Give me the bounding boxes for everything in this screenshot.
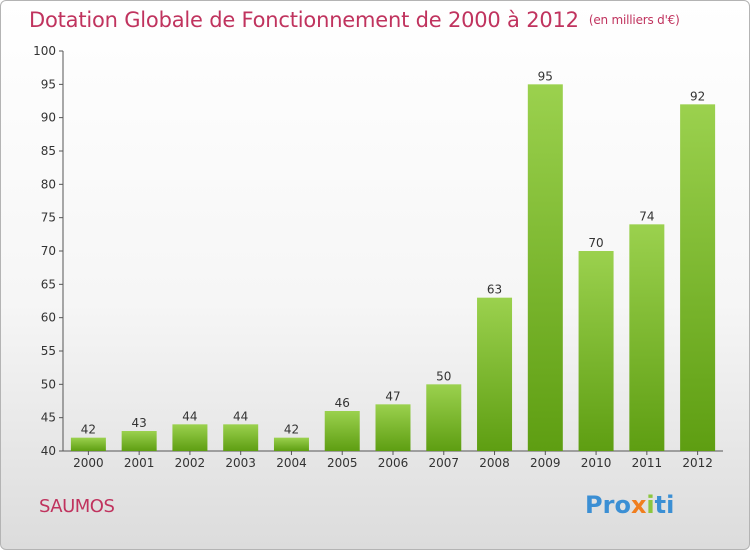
data-label: 92 xyxy=(690,89,705,103)
title-text: Dotation Globale de Fonctionnement de 20… xyxy=(29,8,579,32)
data-label: 44 xyxy=(182,409,197,423)
data-label: 42 xyxy=(284,423,299,437)
y-tick-label: 60 xyxy=(41,311,56,325)
bar-2009 xyxy=(527,84,563,451)
x-tick-label: 2012 xyxy=(682,456,713,470)
bar-2004 xyxy=(273,437,309,451)
y-tick-label: 100 xyxy=(33,44,56,58)
commune-name: SAUMOS xyxy=(39,496,115,517)
data-label: 42 xyxy=(81,423,96,437)
axes: 40 45 50 55 60 65 70 75 80 85 90 95 100 2000 2001 2002 2… xyxy=(33,44,723,470)
y-tick-label: 45 xyxy=(41,411,56,425)
logo-letter: i xyxy=(646,491,655,519)
bar-2010 xyxy=(578,251,614,451)
data-labels: 42 43 44 44 42 46 47 50 63 95 70 74 92 xyxy=(81,69,706,436)
x-tick-label: 2004 xyxy=(276,456,307,470)
y-tick-label: 40 xyxy=(41,444,56,458)
logo-letter: o xyxy=(614,491,631,519)
data-label: 43 xyxy=(132,416,147,430)
bar-2007 xyxy=(426,384,462,451)
bar-2011 xyxy=(629,224,665,451)
y-tick-label: 95 xyxy=(41,77,56,91)
y-tick-label: 85 xyxy=(41,144,56,158)
data-label: 46 xyxy=(335,396,350,410)
bar-2005 xyxy=(324,411,360,451)
logo-letter: r xyxy=(602,491,615,519)
y-tick-label: 65 xyxy=(41,277,56,291)
bar-2002 xyxy=(172,424,208,451)
bar-2006 xyxy=(375,404,411,451)
x-tick-label: 2009 xyxy=(530,456,561,470)
x-tick-label: 2008 xyxy=(479,456,510,470)
x-tick-label: 2003 xyxy=(225,456,256,470)
data-label: 63 xyxy=(487,283,502,297)
x-tick-label: 2006 xyxy=(378,456,409,470)
x-tick-label: 2002 xyxy=(175,456,206,470)
x-tick-label: 2005 xyxy=(327,456,358,470)
data-label: 74 xyxy=(639,209,654,223)
y-tick-label: 75 xyxy=(41,211,56,225)
bars xyxy=(70,84,716,451)
y-tick-label: 55 xyxy=(41,344,56,358)
x-tick-label: 2011 xyxy=(632,456,663,470)
x-tick-label: 2010 xyxy=(581,456,612,470)
logo-letter: P xyxy=(585,491,603,519)
logo-letter: x xyxy=(630,491,647,519)
x-tick-label: 2000 xyxy=(73,456,104,470)
proxiti-logo: Proxiti xyxy=(585,491,674,519)
y-tick-label: 70 xyxy=(41,244,56,258)
chart-title: Dotation Globale de Fonctionnement de 20… xyxy=(29,8,680,32)
bar-2000 xyxy=(70,437,106,451)
unit-label: (en milliers d'€) xyxy=(588,13,680,27)
y-tick-label: 80 xyxy=(41,177,56,191)
data-label: 50 xyxy=(436,369,451,383)
bar-2008 xyxy=(477,297,513,451)
x-tick-label: 2001 xyxy=(124,456,155,470)
bar-2003 xyxy=(223,424,259,451)
bar-2012 xyxy=(680,104,716,451)
bar-2001 xyxy=(121,431,157,451)
data-label: 47 xyxy=(385,389,400,403)
x-tick-label: 2007 xyxy=(428,456,459,470)
logo-letter: t xyxy=(654,491,667,519)
data-label: 70 xyxy=(588,236,603,250)
data-label: 44 xyxy=(233,409,248,423)
y-tick-label: 90 xyxy=(41,111,56,125)
data-label: 95 xyxy=(538,69,553,83)
y-tick-label: 50 xyxy=(41,377,56,391)
logo-letter: i xyxy=(666,491,675,519)
